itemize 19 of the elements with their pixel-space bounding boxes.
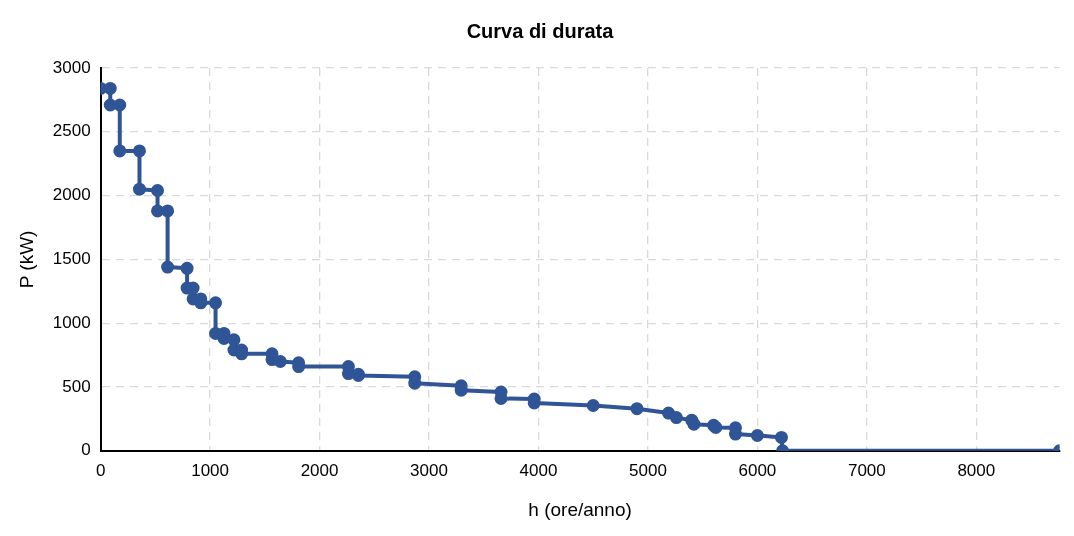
y-tick-label: 3000: [52, 57, 91, 77]
y-tick-label: 1000: [52, 312, 91, 332]
x-axis-title: h (ore/anno): [528, 498, 632, 520]
y-axis-title: P (kW): [15, 230, 37, 289]
y-tick-label: 2000: [52, 185, 91, 205]
x-tick-label: 1000: [191, 460, 229, 480]
y-tick-label: 1500: [52, 249, 91, 269]
x-tick-label: 5000: [629, 460, 667, 480]
x-tick-label: 0: [95, 460, 106, 480]
x-tick-label: 7000: [847, 460, 886, 480]
x-tick-label: 3000: [410, 460, 448, 480]
x-tick-label: 6000: [738, 460, 777, 480]
y-tick-label: 500: [62, 376, 91, 396]
x-tick-label: 2000: [300, 460, 339, 480]
y-tick-label: 0: [81, 440, 91, 460]
x-tick-label: 4000: [519, 460, 558, 480]
x-tick-label: 8000: [957, 460, 996, 480]
y-tick-label: 2500: [52, 121, 91, 141]
chart-title: Curva di durata: [466, 19, 615, 42]
